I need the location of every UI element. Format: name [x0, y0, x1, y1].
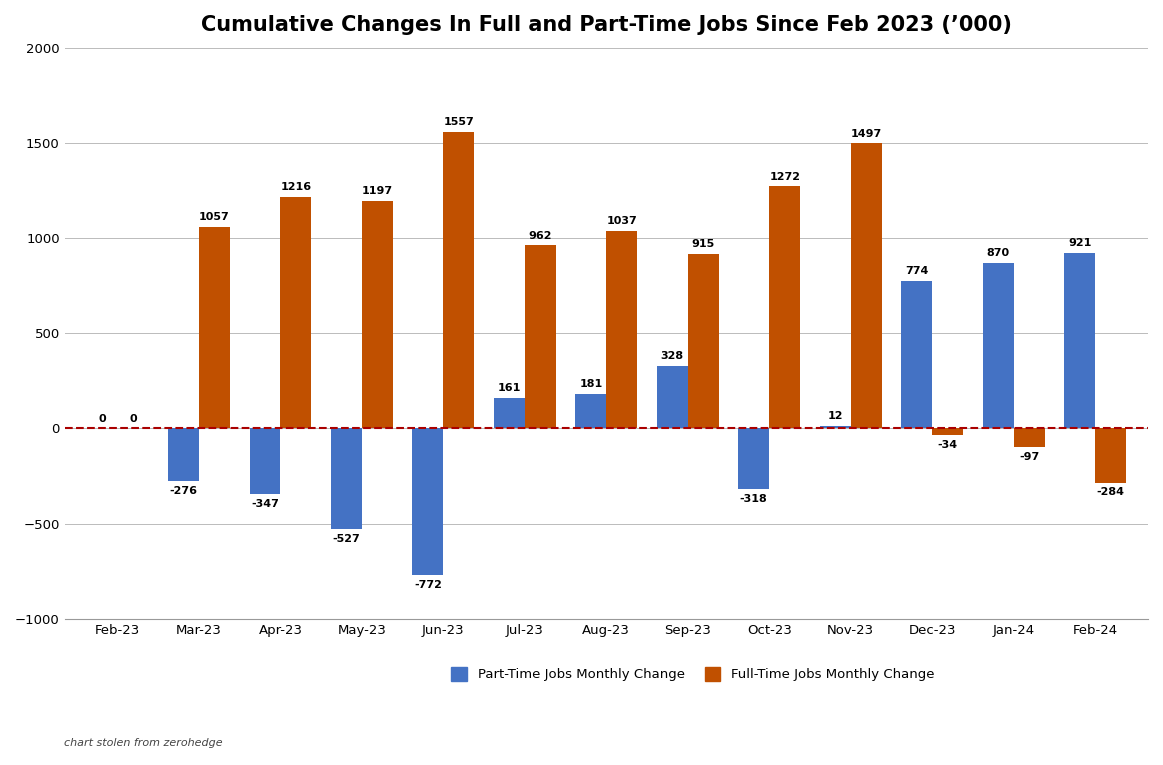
Text: 1037: 1037	[606, 216, 637, 226]
Text: -284: -284	[1097, 487, 1125, 497]
Text: 1272: 1272	[769, 171, 800, 181]
Bar	[932, 428, 963, 435]
Text: 1197: 1197	[362, 186, 393, 196]
Text: -347: -347	[251, 500, 279, 509]
Text: -527: -527	[333, 533, 361, 543]
Text: -97: -97	[1019, 451, 1040, 461]
Bar	[494, 398, 525, 428]
Bar	[443, 132, 475, 428]
Bar	[1096, 428, 1126, 483]
Title: Cumulative Changes In Full and Part-Time Jobs Since Feb 2023 (’000): Cumulative Changes In Full and Part-Time…	[201, 15, 1012, 35]
Bar	[850, 143, 882, 428]
Text: chart stolen from zerohedge: chart stolen from zerohedge	[64, 738, 222, 748]
Bar	[1064, 253, 1096, 428]
Text: 1497: 1497	[850, 129, 882, 138]
Text: 774: 774	[905, 266, 928, 276]
Text: -276: -276	[170, 486, 198, 496]
Text: 161: 161	[498, 383, 521, 393]
Bar	[1014, 428, 1044, 447]
Bar	[280, 197, 312, 428]
Bar	[169, 428, 199, 481]
Bar	[901, 281, 932, 428]
Text: 1216: 1216	[280, 182, 312, 192]
Bar	[687, 254, 719, 428]
Text: 0: 0	[98, 414, 106, 424]
Bar	[606, 231, 637, 428]
Bar	[657, 366, 687, 428]
Bar	[820, 426, 850, 428]
Bar	[413, 428, 443, 575]
Text: -318: -318	[740, 493, 768, 503]
Text: -34: -34	[937, 440, 957, 450]
Text: 181: 181	[579, 379, 602, 389]
Text: 962: 962	[528, 230, 552, 240]
Text: 921: 921	[1068, 239, 1091, 249]
Text: 1557: 1557	[443, 117, 475, 127]
Bar	[525, 246, 556, 428]
Text: 915: 915	[692, 239, 715, 249]
Legend: Part-Time Jobs Monthly Change, Full-Time Jobs Monthly Change: Part-Time Jobs Monthly Change, Full-Time…	[447, 662, 940, 686]
Text: 1057: 1057	[199, 213, 230, 223]
Text: 0: 0	[129, 414, 137, 424]
Text: 12: 12	[827, 412, 843, 422]
Bar	[739, 428, 769, 489]
Text: -772: -772	[414, 580, 442, 590]
Bar	[769, 186, 800, 428]
Bar	[983, 263, 1014, 428]
Bar	[362, 200, 393, 428]
Bar	[199, 227, 230, 428]
Text: 328: 328	[661, 351, 684, 361]
Text: 870: 870	[986, 248, 1009, 258]
Bar	[250, 428, 280, 494]
Bar	[331, 428, 362, 529]
Bar	[576, 394, 606, 428]
